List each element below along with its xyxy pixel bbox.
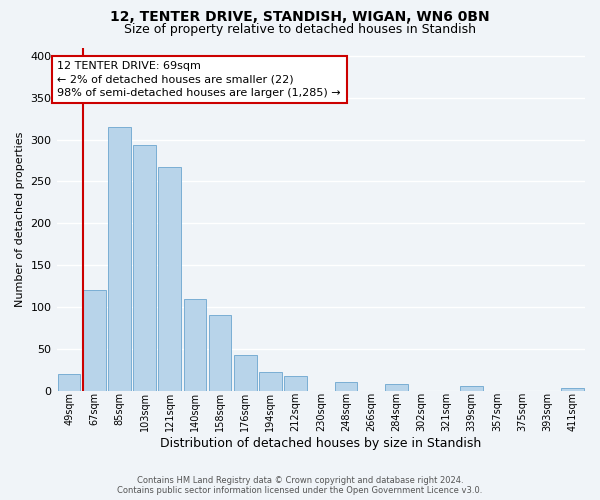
Bar (561, 388, 584, 390)
Bar (284, 376, 307, 390)
Bar (234, 354, 257, 390)
Text: Size of property relative to detached houses in Standish: Size of property relative to detached ho… (124, 22, 476, 36)
Text: 12, TENTER DRIVE, STANDISH, WIGAN, WN6 0BN: 12, TENTER DRIVE, STANDISH, WIGAN, WN6 0… (110, 10, 490, 24)
Bar (259, 372, 282, 390)
Bar (83, 290, 106, 390)
Bar (133, 146, 156, 390)
Text: Contains HM Land Registry data © Crown copyright and database right 2024.
Contai: Contains HM Land Registry data © Crown c… (118, 476, 482, 495)
Bar (108, 127, 131, 390)
Bar (460, 386, 483, 390)
Y-axis label: Number of detached properties: Number of detached properties (15, 132, 25, 307)
Bar (158, 167, 181, 390)
Bar (184, 298, 206, 390)
Bar (209, 316, 232, 390)
X-axis label: Distribution of detached houses by size in Standish: Distribution of detached houses by size … (160, 437, 481, 450)
Text: 12 TENTER DRIVE: 69sqm
← 2% of detached houses are smaller (22)
98% of semi-deta: 12 TENTER DRIVE: 69sqm ← 2% of detached … (58, 61, 341, 98)
Bar (385, 384, 407, 390)
Bar (58, 374, 80, 390)
Bar (335, 382, 357, 390)
